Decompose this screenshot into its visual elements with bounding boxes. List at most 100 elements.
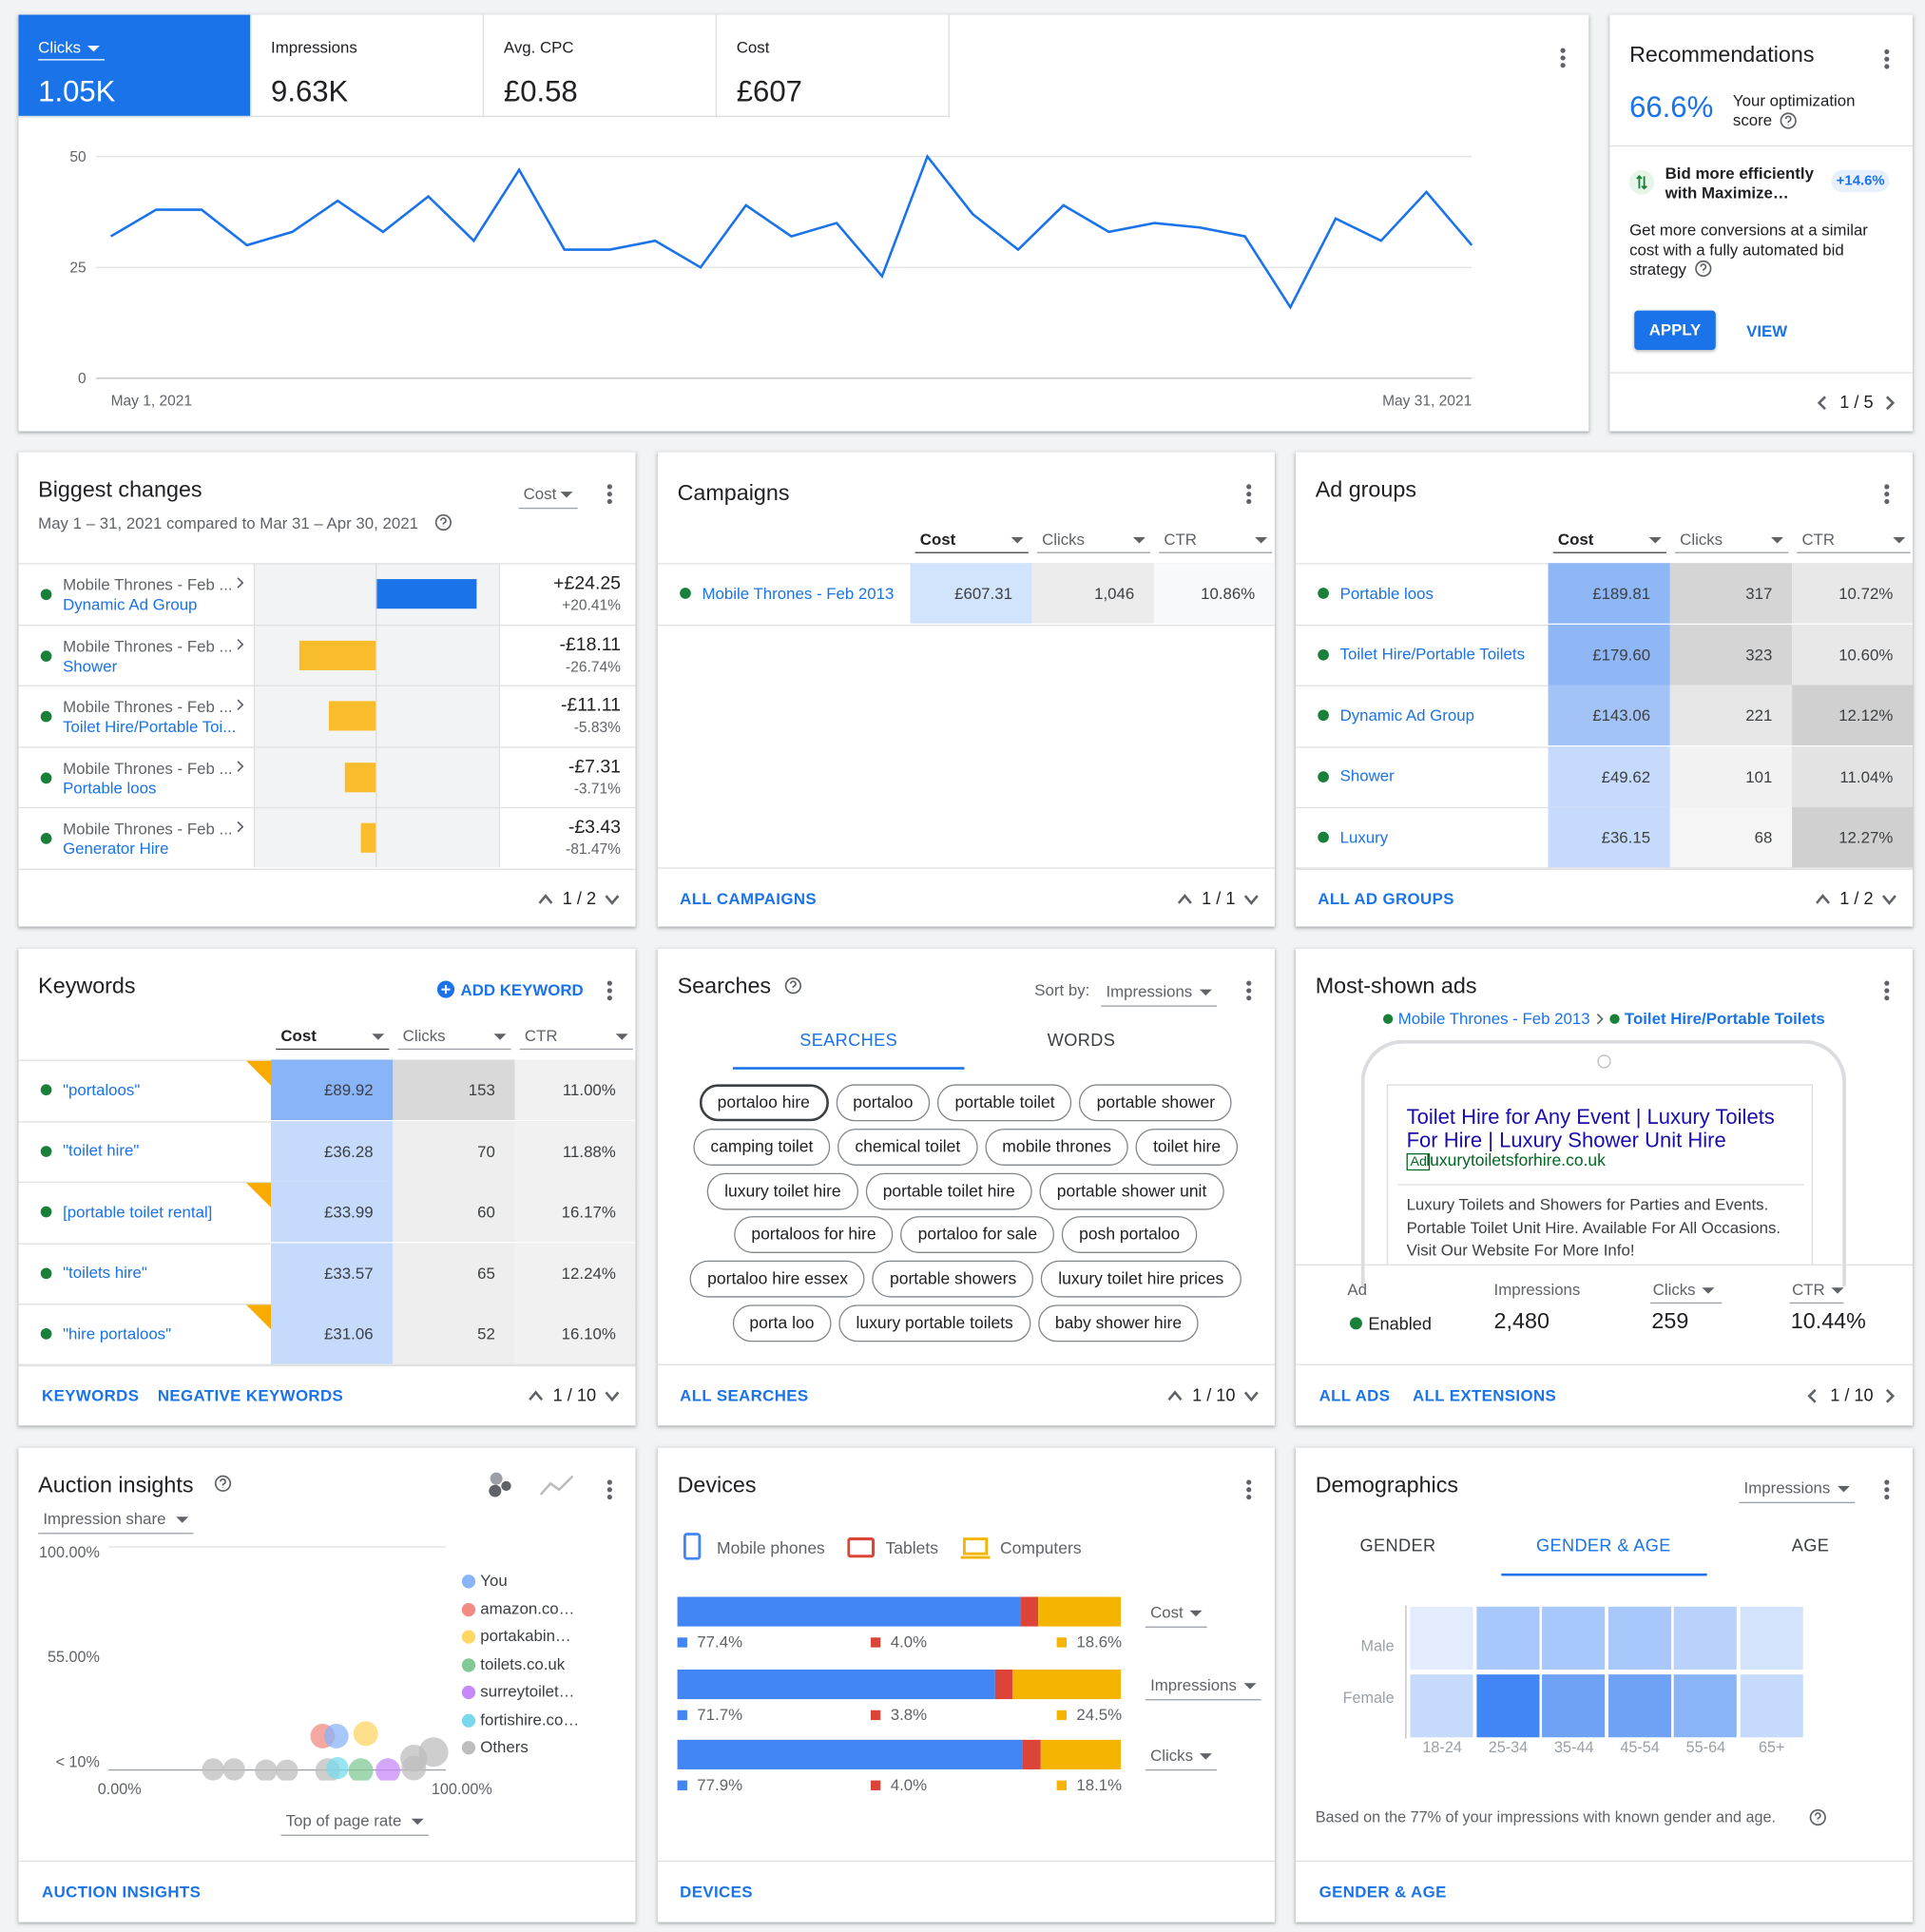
search-chip[interactable]: portable toilet (937, 1084, 1072, 1122)
tab[interactable]: GENDER (1359, 1535, 1436, 1555)
heatmap-cell[interactable] (1475, 1606, 1539, 1670)
search-chip[interactable]: portable toilet hire (865, 1172, 1032, 1210)
more-menu[interactable] (1245, 483, 1253, 505)
column-header[interactable]: CTR (1164, 530, 1197, 549)
help-icon[interactable] (784, 977, 801, 995)
search-chip[interactable]: posh portaloo (1062, 1216, 1198, 1254)
next-page[interactable] (604, 891, 621, 908)
column-header[interactable]: Cost (280, 1026, 317, 1045)
heatmap-cell[interactable] (1542, 1674, 1606, 1738)
dropdown[interactable]: Top of page rate (285, 1811, 402, 1830)
row-name[interactable]: Shower (1339, 766, 1395, 785)
search-chip[interactable]: porta loo (732, 1304, 832, 1343)
next-page[interactable] (1880, 1387, 1897, 1404)
heatmap-cell[interactable] (1740, 1606, 1803, 1670)
dropdown[interactable]: Impressions (1743, 1478, 1831, 1497)
column-header[interactable]: CTR (1801, 530, 1836, 549)
ad-group-name[interactable]: Portable loos (63, 778, 157, 797)
add-keyword-button[interactable]: ADD KEYWORD (460, 980, 584, 999)
help-icon[interactable] (1809, 1808, 1826, 1826)
heatmap-cell[interactable] (1475, 1674, 1539, 1738)
metric-tab[interactable]: Avg. CPC £0.58 (484, 14, 718, 118)
help-icon[interactable] (1695, 260, 1712, 278)
more-menu[interactable] (1245, 1478, 1253, 1500)
column-header[interactable]: Cost (1557, 530, 1594, 549)
row-name[interactable]: "toilet hire" (63, 1141, 140, 1160)
tab[interactable]: WORDS (1047, 1030, 1116, 1051)
column-header[interactable]: CTR (524, 1026, 558, 1045)
search-chip[interactable]: toilet hire (1135, 1128, 1239, 1166)
campaign-link[interactable]: Mobile Thrones - Feb 2013 (1397, 1009, 1590, 1028)
dropdown[interactable]: Cost (1150, 1602, 1184, 1622)
ad-group-name[interactable]: Shower (63, 656, 118, 675)
ad-headline[interactable]: Toilet Hire for Any Event | Luxury Toile… (1406, 1105, 1775, 1152)
dropdown[interactable]: Impression share (43, 1509, 166, 1528)
heatmap-cell[interactable] (1740, 1674, 1803, 1738)
previous-page[interactable] (1166, 1387, 1184, 1404)
apply-button[interactable]: APPLY (1634, 310, 1716, 351)
heatmap-cell[interactable] (1607, 1606, 1671, 1670)
more-menu[interactable] (1883, 483, 1891, 505)
heatmap-cell[interactable] (1673, 1674, 1737, 1738)
heatmap-cell[interactable] (1673, 1606, 1737, 1670)
search-chip[interactable]: luxury toilet hire prices (1041, 1260, 1242, 1298)
help-icon[interactable] (434, 513, 452, 531)
next-page[interactable] (1880, 395, 1897, 412)
more-menu[interactable] (606, 483, 613, 505)
ad-group-link[interactable]: Toilet Hire/Portable Toilets (1624, 1009, 1825, 1028)
more-menu[interactable] (606, 1478, 613, 1500)
previous-page[interactable] (1176, 891, 1193, 908)
footer-link[interactable]: DEVICES (680, 1883, 753, 1902)
row-name[interactable]: "portaloos" (63, 1079, 141, 1099)
previous-page[interactable] (537, 891, 554, 908)
ad-group-name[interactable]: Dynamic Ad Group (63, 594, 198, 614)
footer-link[interactable]: ALL SEARCHES (680, 1385, 809, 1405)
heatmap-cell[interactable] (1410, 1606, 1473, 1670)
more-menu[interactable] (1559, 47, 1567, 68)
more-menu[interactable] (1883, 48, 1891, 70)
search-chip[interactable]: portaloos for hire (734, 1216, 894, 1254)
search-chip[interactable]: portable shower (1079, 1084, 1233, 1122)
heatmap-cell[interactable] (1607, 1674, 1671, 1738)
view-switch[interactable] (484, 1470, 577, 1499)
footer-link[interactable]: ALL AD GROUPS (1318, 889, 1454, 909)
row-name[interactable]: Mobile Thrones - Feb 2013 (702, 583, 895, 603)
row-name[interactable]: Dynamic Ad Group (1339, 705, 1474, 724)
more-menu[interactable] (1883, 979, 1891, 1001)
more-menu[interactable] (606, 979, 613, 1001)
search-chip[interactable]: portable showers (872, 1260, 1034, 1298)
search-chip[interactable]: mobile thrones (985, 1128, 1129, 1166)
help-icon[interactable] (214, 1475, 232, 1492)
tab[interactable]: AGE (1791, 1535, 1830, 1555)
heatmap-cell[interactable] (1410, 1674, 1473, 1738)
footer-link[interactable]: ALL ADS (1319, 1385, 1391, 1405)
search-chip[interactable]: portaloo hire (699, 1084, 829, 1122)
ad-group-name[interactable]: Toilet Hire/Portable Toi... (63, 717, 237, 736)
footer-link[interactable]: ALL CAMPAIGNS (680, 889, 818, 909)
row-name[interactable]: "hire portaloos" (63, 1323, 172, 1343)
previous-page[interactable] (1804, 1387, 1821, 1404)
metric-tab[interactable]: Clicks 1.05K (18, 14, 252, 118)
row-name[interactable]: "toilets hire" (63, 1263, 147, 1282)
row-name[interactable]: Portable loos (1339, 583, 1434, 603)
heatmap-cell[interactable] (1542, 1606, 1606, 1670)
next-page[interactable] (1242, 1387, 1260, 1404)
view-button[interactable]: VIEW (1746, 321, 1788, 340)
search-chip[interactable]: luxury toilet hire (707, 1172, 858, 1210)
next-page[interactable] (604, 1387, 621, 1404)
column-header[interactable]: Clicks (402, 1026, 446, 1045)
dropdown[interactable]: Impressions (1150, 1675, 1237, 1694)
search-chip[interactable]: camping toilet (693, 1128, 831, 1166)
search-chip[interactable]: luxury portable toilets (838, 1304, 1030, 1343)
dropdown[interactable]: Impressions (1106, 981, 1193, 1001)
dropdown[interactable]: Clicks (1150, 1746, 1194, 1765)
help-icon[interactable] (1780, 112, 1797, 129)
search-chip[interactable]: chemical toilet (837, 1128, 978, 1166)
tab[interactable]: SEARCHES (799, 1030, 898, 1051)
more-menu[interactable] (1883, 1478, 1891, 1500)
footer-link[interactable]: AUCTION INSIGHTS (42, 1883, 202, 1902)
add-icon[interactable] (436, 980, 455, 998)
metric-tab[interactable]: Cost £607 (717, 14, 950, 118)
row-name[interactable]: Toilet Hire/Portable Toilets (1339, 644, 1526, 664)
column-header[interactable]: Clicks (1680, 530, 1723, 549)
